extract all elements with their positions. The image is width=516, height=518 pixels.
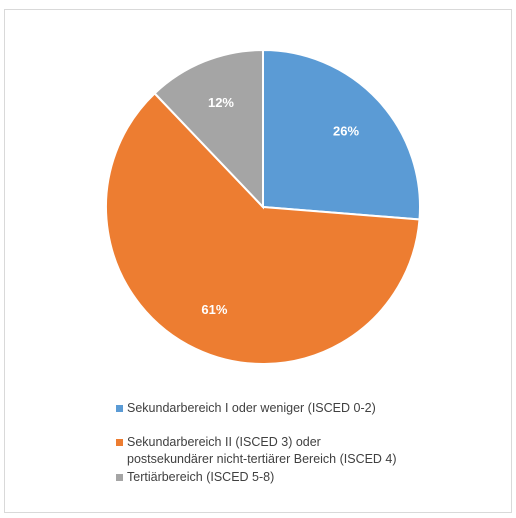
pie-slice <box>153 48 264 210</box>
legend-item: Sekundarbereich I oder weniger (ISCED 0-… <box>116 400 496 417</box>
legend-label: Sekundarbereich I oder weniger (ISCED 0-… <box>127 401 376 415</box>
legend-swatch <box>116 405 123 412</box>
legend-label: Sekundarbereich II (ISCED 3) oder postse… <box>127 435 397 466</box>
legend-item: Sekundarbereich II (ISCED 3) oder postse… <box>116 434 496 468</box>
legend-label: Tertiärbereich (ISCED 5-8) <box>127 470 275 484</box>
pie-data-label: 26% <box>333 123 359 138</box>
legend-swatch <box>116 439 123 446</box>
legend-item: Tertiärbereich (ISCED 5-8) <box>116 469 496 486</box>
legend-swatch <box>116 474 123 481</box>
pie-data-label: 12% <box>208 95 234 110</box>
chart-legend: Sekundarbereich I oder weniger (ISCED 0-… <box>116 400 496 486</box>
pie-slice <box>105 91 421 365</box>
pie-slice <box>262 48 421 221</box>
pie-data-label: 61% <box>201 302 227 317</box>
